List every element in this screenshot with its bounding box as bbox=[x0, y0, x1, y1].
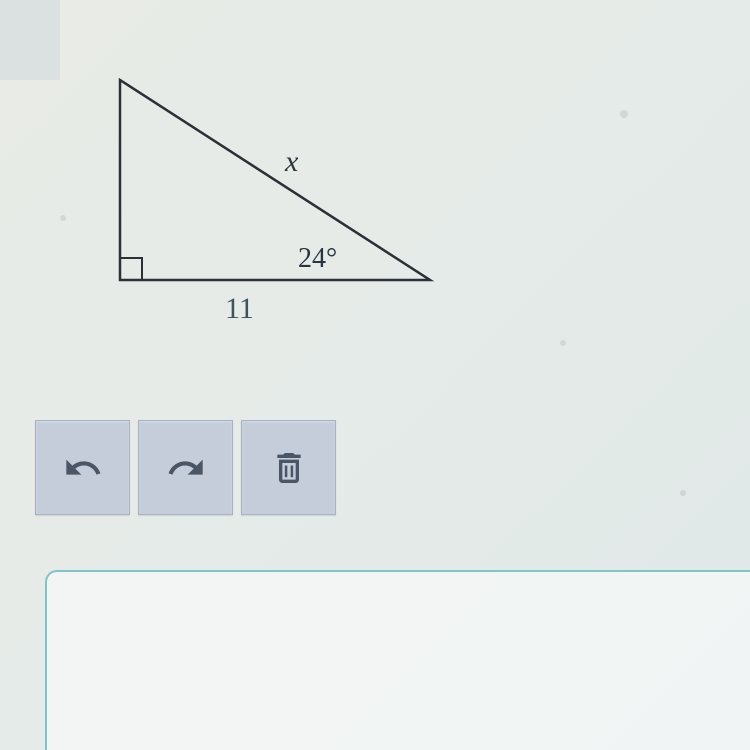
answer-input-area[interactable] bbox=[45, 570, 750, 750]
angle-label: 24° bbox=[298, 243, 337, 275]
triangle-svg bbox=[100, 70, 480, 330]
right-angle-marker bbox=[120, 258, 142, 280]
base-label: 11 bbox=[225, 292, 254, 326]
screen-speck bbox=[680, 490, 686, 496]
hypotenuse-label: x bbox=[285, 145, 298, 179]
screen-speck bbox=[560, 340, 566, 346]
toolbar bbox=[35, 420, 336, 515]
redo-icon bbox=[166, 448, 206, 488]
trash-icon bbox=[269, 448, 309, 488]
undo-button[interactable] bbox=[35, 420, 130, 515]
triangle-diagram bbox=[100, 70, 480, 330]
screen-speck bbox=[60, 215, 66, 221]
window-edge bbox=[0, 0, 60, 80]
screen-speck bbox=[620, 110, 628, 118]
delete-button[interactable] bbox=[241, 420, 336, 515]
undo-icon bbox=[63, 448, 103, 488]
redo-button[interactable] bbox=[138, 420, 233, 515]
triangle-path bbox=[120, 80, 430, 280]
